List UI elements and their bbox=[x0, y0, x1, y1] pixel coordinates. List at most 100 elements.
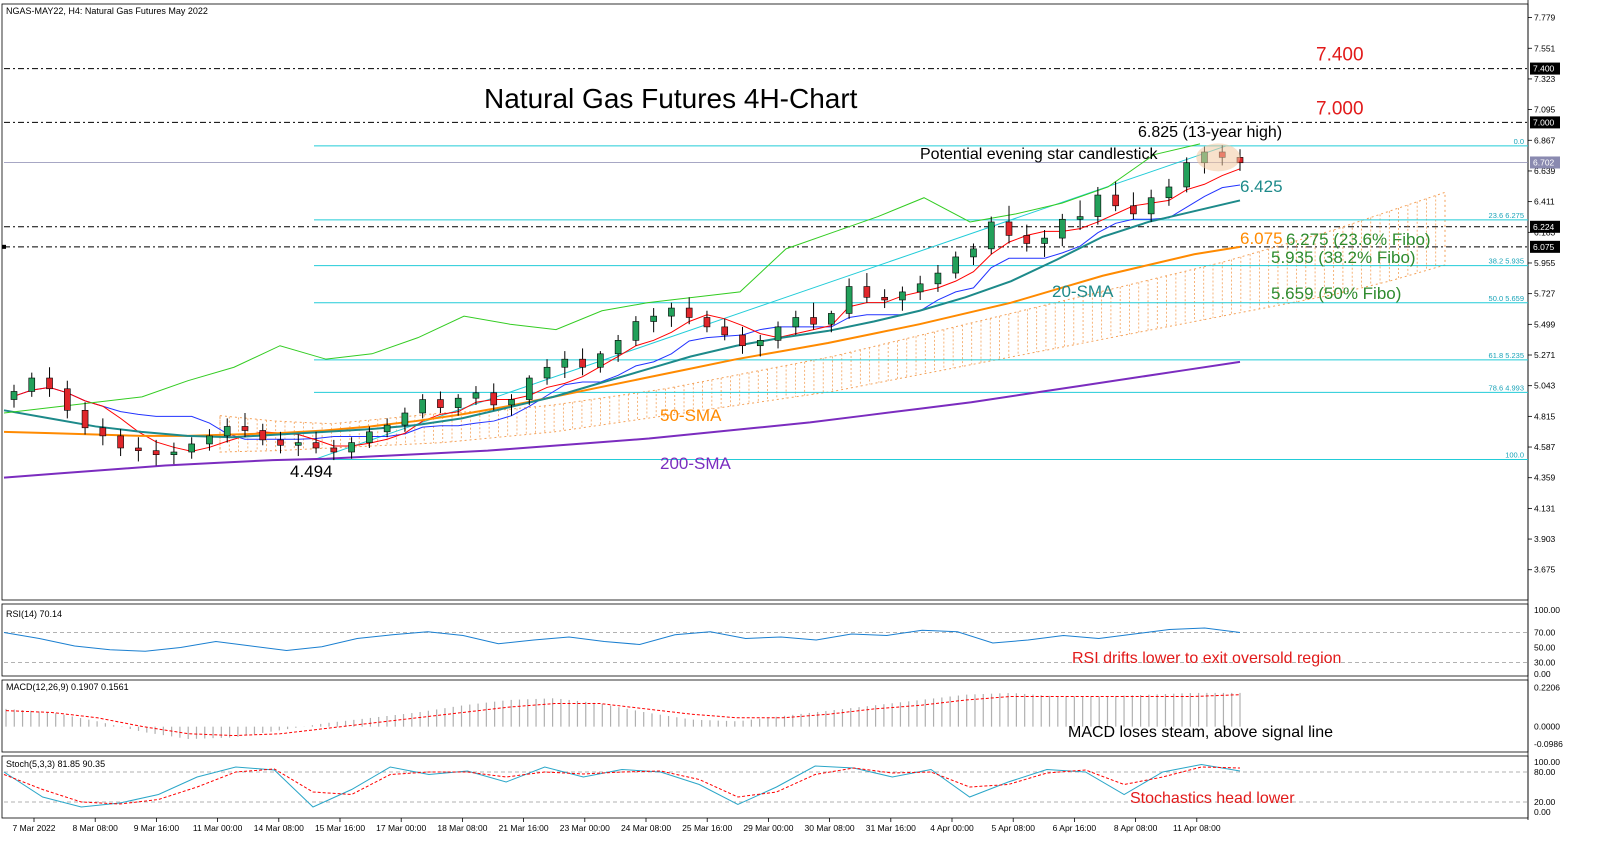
candle-body bbox=[330, 447, 338, 453]
time-tick-label: 11 Apr 08:00 bbox=[1173, 823, 1221, 833]
candle-body bbox=[454, 397, 462, 408]
price-tag-background bbox=[1530, 220, 1560, 233]
candle-body bbox=[312, 442, 320, 449]
candle-body bbox=[277, 439, 284, 446]
candle-body bbox=[294, 442, 302, 446]
candle-body bbox=[579, 358, 586, 368]
candle-body bbox=[685, 307, 693, 318]
time-tick-label: 15 Mar 16:00 bbox=[315, 823, 365, 833]
candle-body bbox=[419, 399, 426, 414]
candle-body bbox=[170, 451, 178, 455]
rsi-axis-label: 50.00 bbox=[1534, 643, 1556, 653]
rsi-axis-label: 0.00 bbox=[1534, 669, 1551, 679]
candle-body bbox=[152, 450, 160, 455]
price-tag: 6.224 bbox=[1530, 220, 1560, 233]
rsi-axis-label: 70.00 bbox=[1534, 628, 1556, 638]
time-tick-label: 6 Apr 16:00 bbox=[1053, 823, 1097, 833]
candle-body bbox=[1041, 237, 1048, 244]
candle-body bbox=[1059, 218, 1066, 239]
price-axis[interactable]: 7.7797.5517.3237.0956.8676.6396.4116.183… bbox=[1528, 13, 1560, 575]
candle-body bbox=[401, 412, 409, 426]
candle-body bbox=[916, 283, 924, 293]
fibo50-annotation: 5.659 (50% Fibo) bbox=[1271, 284, 1401, 303]
candle-body bbox=[792, 317, 800, 328]
candle-body bbox=[525, 377, 533, 400]
time-tick-label: 24 Mar 08:00 bbox=[621, 823, 671, 833]
time-tick-label: 9 Mar 16:00 bbox=[134, 823, 180, 833]
time-tick-label: 8 Mar 08:00 bbox=[73, 823, 119, 833]
candle-body bbox=[135, 447, 142, 451]
price-tag-background bbox=[1530, 116, 1560, 129]
candle-body bbox=[899, 291, 906, 301]
candle-body bbox=[81, 410, 89, 429]
candle-body bbox=[64, 388, 71, 411]
candle-body bbox=[366, 431, 373, 443]
candle-body bbox=[490, 392, 498, 406]
candle-body bbox=[703, 317, 711, 328]
price-tick-label: 4.359 bbox=[1534, 473, 1556, 483]
time-tick-label: 25 Mar 16:00 bbox=[682, 823, 732, 833]
indicator-lines bbox=[3, 143, 1241, 479]
level-marker bbox=[2, 244, 6, 249]
chikou-span-line bbox=[3, 143, 1201, 414]
tenkan-sen-line bbox=[13, 168, 1241, 452]
candle-body bbox=[46, 377, 53, 390]
sma200-label: 200-SMA bbox=[660, 454, 732, 473]
candle-body bbox=[259, 430, 267, 441]
price-tick-label: 4.131 bbox=[1534, 503, 1556, 513]
time-tick-label: 31 Mar 16:00 bbox=[866, 823, 916, 833]
price-tag: 7.400 bbox=[1530, 62, 1560, 75]
stoch-axis-label: 20.00 bbox=[1534, 797, 1556, 807]
macd-annotation: MACD loses steam, above signal line bbox=[1068, 724, 1333, 741]
sma50-label: 50-SMA bbox=[660, 406, 722, 425]
time-tick-label: 29 Mar 00:00 bbox=[743, 823, 793, 833]
candle-body bbox=[1094, 194, 1102, 217]
price-tick-label: 7.095 bbox=[1534, 105, 1556, 115]
candle-body bbox=[597, 353, 604, 368]
price-tag-text: 7.000 bbox=[1533, 117, 1555, 127]
fibonacci-retracement: 0.0 23.6 6.275 38.2 5.935 50.0 5.659 61.8 5.… bbox=[313, 137, 1528, 461]
rsi-line bbox=[3, 627, 1241, 652]
fib-level-tag: 78.6 4.993 bbox=[1489, 383, 1524, 392]
candle-body bbox=[206, 435, 213, 445]
price-tick-label: 5.955 bbox=[1534, 258, 1556, 268]
macd-pane-label: MACD(12,26,9) 0.1907 0.1561 bbox=[6, 682, 129, 692]
time-tick-label: 14 Mar 08:00 bbox=[254, 823, 304, 833]
fib-level-tag: 100.0 bbox=[1505, 451, 1524, 460]
candle-body bbox=[543, 366, 551, 379]
macd-axis-label: 0.0000 bbox=[1534, 722, 1560, 732]
time-axis[interactable]: 7 Mar 2022 8 Mar 08:00 9 Mar 16:00 11 Mar 0… bbox=[13, 818, 1221, 833]
fibo236-annotation: 6.275 (23.6% Fibo) bbox=[1286, 230, 1431, 249]
price-tick-label: 5.499 bbox=[1534, 319, 1556, 329]
candle-body bbox=[881, 296, 888, 301]
price-tick-label: 4.815 bbox=[1534, 411, 1556, 421]
candle-body bbox=[668, 307, 675, 317]
rsi-axis-label: 100.00 bbox=[1534, 605, 1560, 615]
stoch-axis-label: 100.00 bbox=[1534, 757, 1560, 767]
sma200-line bbox=[3, 360, 1241, 479]
price-tag-text: 7.400 bbox=[1533, 64, 1555, 74]
rsi-annotation: RSI drifts lower to exit oversold region bbox=[1072, 650, 1341, 667]
price-tick-label: 7.551 bbox=[1534, 43, 1556, 53]
candle-body bbox=[1130, 205, 1137, 215]
stoch-pane-label: Stoch(5,3,3) 81.85 90.35 bbox=[6, 759, 105, 769]
time-tick-label: 7 Mar 2022 bbox=[13, 823, 56, 833]
price-tick-label: 5.043 bbox=[1534, 381, 1556, 391]
candle-body bbox=[987, 221, 995, 250]
sma20-label: 20-SMA bbox=[1052, 282, 1114, 301]
evening-star-highlight bbox=[1196, 143, 1241, 172]
candle-body bbox=[650, 315, 657, 322]
candle-body bbox=[99, 427, 107, 437]
time-tick-label: 23 Mar 00:00 bbox=[560, 823, 610, 833]
time-tick-label: 4 Apr 00:00 bbox=[930, 823, 974, 833]
candlesticks bbox=[10, 145, 1244, 466]
candle-body bbox=[721, 326, 729, 336]
candle-body bbox=[774, 326, 782, 341]
fib-level-tag: 50.0 5.659 bbox=[1489, 294, 1524, 303]
candle-body bbox=[561, 358, 569, 368]
time-tick-label: 18 Mar 08:00 bbox=[437, 823, 487, 833]
price-tick-label: 7.323 bbox=[1534, 74, 1556, 84]
